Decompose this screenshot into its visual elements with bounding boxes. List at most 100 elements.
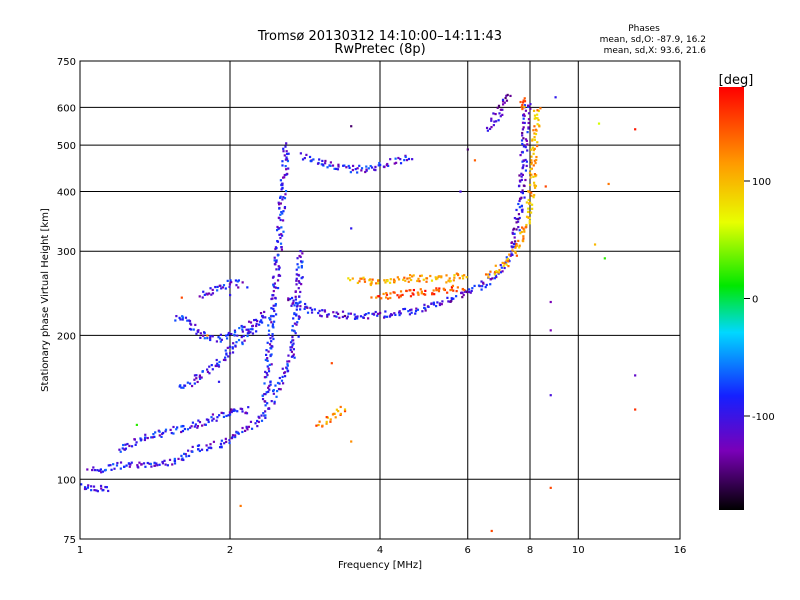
data-point xyxy=(501,113,504,116)
data-point xyxy=(158,430,161,433)
data-point xyxy=(530,163,533,166)
data-point xyxy=(297,335,300,338)
data-point xyxy=(300,283,303,286)
data-point xyxy=(417,293,420,296)
data-point xyxy=(209,336,212,340)
data-point xyxy=(292,299,295,302)
data-point xyxy=(137,466,140,469)
data-point xyxy=(100,471,103,474)
data-point xyxy=(495,270,498,273)
data-point xyxy=(284,193,287,196)
data-point xyxy=(394,157,397,160)
data-point xyxy=(146,461,149,465)
data-point xyxy=(109,464,112,467)
data-point xyxy=(83,486,87,489)
data-point xyxy=(83,487,87,491)
data-point xyxy=(272,289,275,293)
data-point xyxy=(359,277,362,280)
data-point xyxy=(270,344,273,348)
data-point xyxy=(450,288,454,291)
data-point xyxy=(293,304,296,307)
data-point xyxy=(351,277,354,280)
data-point xyxy=(468,290,471,294)
data-point xyxy=(522,113,526,116)
data-point xyxy=(409,289,412,292)
data-point xyxy=(185,455,188,458)
data-point xyxy=(174,319,177,322)
data-point xyxy=(534,116,537,120)
data-point xyxy=(367,167,370,170)
x-axis: 1 2 4 6 8 10 16 xyxy=(77,545,687,556)
data-point xyxy=(377,282,380,285)
data-point xyxy=(239,407,242,410)
data-point xyxy=(489,283,492,286)
data-point xyxy=(486,129,489,132)
data-point xyxy=(272,304,275,307)
data-point xyxy=(241,430,244,434)
data-point xyxy=(530,161,533,164)
colorbar xyxy=(719,87,744,510)
data-point xyxy=(210,416,213,419)
data-point xyxy=(183,452,186,455)
data-point xyxy=(256,419,259,423)
data-point xyxy=(191,421,195,424)
data-point xyxy=(347,277,350,280)
data-point xyxy=(264,393,267,396)
data-point xyxy=(507,257,510,260)
data-point xyxy=(178,385,181,388)
data-point xyxy=(508,253,511,256)
data-point xyxy=(389,296,392,300)
data-point xyxy=(499,108,502,111)
data-point xyxy=(177,457,180,460)
data-point xyxy=(324,162,327,165)
data-point xyxy=(313,308,316,311)
data-point xyxy=(250,427,254,430)
data-point xyxy=(123,448,126,451)
data-point xyxy=(521,107,524,111)
data-point xyxy=(188,382,192,385)
data-point xyxy=(501,261,504,264)
data-point xyxy=(193,425,196,428)
data-point xyxy=(134,443,137,446)
data-point xyxy=(603,257,606,260)
data-point xyxy=(115,464,119,467)
data-point xyxy=(463,289,466,292)
data-point xyxy=(379,311,382,315)
data-point xyxy=(336,168,340,171)
data-point xyxy=(272,283,275,286)
data-point xyxy=(453,276,456,279)
data-point xyxy=(246,428,249,431)
data-point xyxy=(280,246,283,249)
data-point xyxy=(278,266,281,269)
data-point xyxy=(513,232,516,235)
data-point xyxy=(301,276,304,279)
data-point xyxy=(420,292,423,295)
data-point xyxy=(326,315,329,318)
data-point xyxy=(263,392,266,396)
data-point xyxy=(287,298,290,302)
data-point xyxy=(329,161,332,164)
data-point xyxy=(171,463,174,466)
data-point xyxy=(284,165,287,168)
data-point xyxy=(329,418,332,421)
data-point xyxy=(231,434,235,437)
data-point xyxy=(241,426,244,430)
data-point xyxy=(515,217,518,221)
data-point xyxy=(452,289,455,292)
data-point xyxy=(197,444,201,447)
y-axis: 75 100 200 300 400 500 600 750 xyxy=(57,57,76,546)
data-point xyxy=(255,324,258,328)
data-point xyxy=(500,266,503,269)
data-point xyxy=(449,288,452,292)
data-point xyxy=(194,323,197,327)
data-point xyxy=(239,504,242,508)
data-point xyxy=(279,195,282,198)
data-point xyxy=(278,207,281,210)
data-point xyxy=(263,376,267,379)
data-point xyxy=(449,300,452,303)
data-point xyxy=(99,484,103,488)
data-point xyxy=(522,237,525,240)
data-point xyxy=(198,375,201,379)
data-point xyxy=(339,412,342,416)
data-point xyxy=(499,263,502,267)
